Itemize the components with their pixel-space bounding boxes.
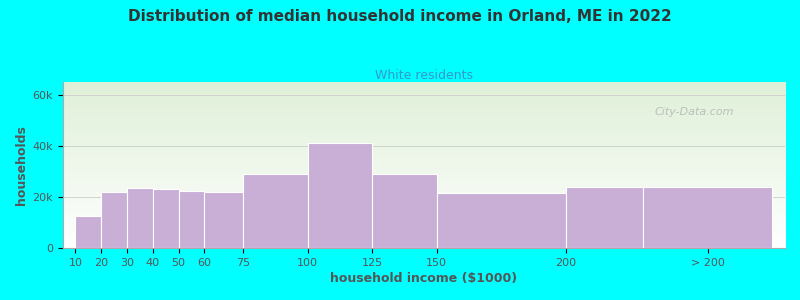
Bar: [205, 192, 243, 248]
Bar: [102, 192, 127, 248]
Bar: [127, 188, 153, 248]
Bar: [308, 143, 372, 248]
Y-axis label: households: households: [15, 125, 28, 205]
Text: Distribution of median household income in Orland, ME in 2022: Distribution of median household income …: [128, 9, 672, 24]
Bar: [437, 193, 566, 248]
Bar: [178, 190, 205, 248]
Text: City-Data.com: City-Data.com: [655, 107, 734, 117]
Bar: [566, 187, 643, 248]
Bar: [75, 216, 102, 248]
Bar: [153, 189, 178, 248]
Bar: [643, 187, 772, 248]
Bar: [372, 174, 437, 248]
X-axis label: household income ($1000): household income ($1000): [330, 272, 518, 285]
Bar: [243, 174, 308, 248]
Title: White residents: White residents: [374, 69, 473, 82]
